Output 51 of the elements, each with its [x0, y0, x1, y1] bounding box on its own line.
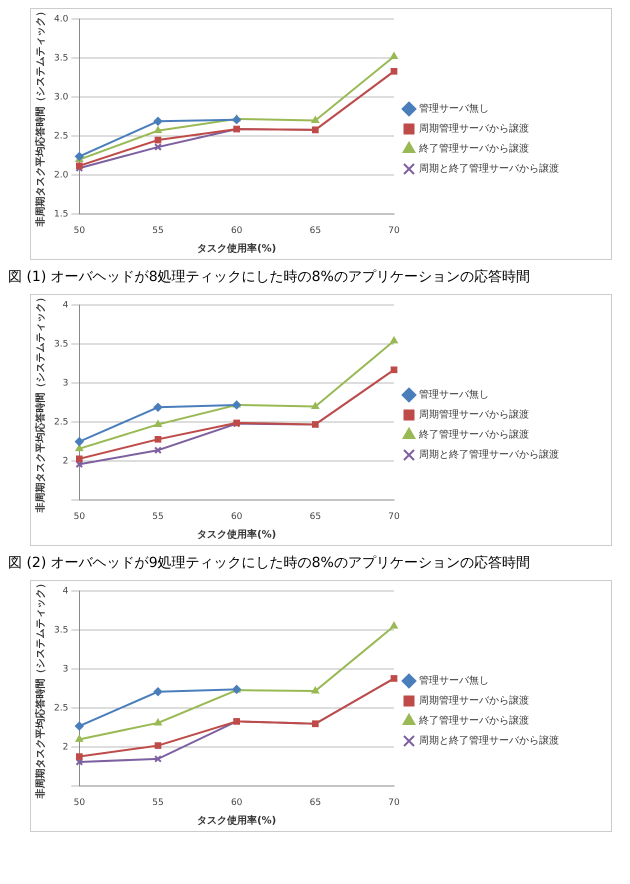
- legend-label: 周期と終了管理サーバから譲渡: [419, 162, 559, 175]
- x-tick-label: 60: [230, 798, 243, 808]
- x-tick-label: 70: [388, 226, 400, 236]
- legend-label: 周期管理サーバから譲渡: [419, 408, 529, 421]
- y-tick-label: 4.0: [54, 14, 69, 24]
- y-tick-label: 4: [62, 300, 69, 310]
- y-tick-label: 3.5: [54, 53, 68, 64]
- x-tick-label: 60: [230, 226, 243, 236]
- x-axis-title: タスク使用率(%): [197, 814, 276, 827]
- y-axis-title: 非周期タスク平均応答時間（システムティック）: [34, 292, 47, 514]
- y-tick-label: 2.5: [54, 131, 68, 142]
- y-axis-title: 非周期タスク平均応答時間（システムティック）: [34, 6, 47, 228]
- y-tick-label: 4: [62, 586, 69, 596]
- x-tick-label: 65: [310, 512, 322, 522]
- x-tick-label: 65: [310, 798, 322, 808]
- y-tick-label: 2: [62, 742, 68, 753]
- x-tick-label: 50: [74, 798, 86, 808]
- x-axis-title: タスク使用率(%): [197, 528, 276, 541]
- legend-label: 管理サーバ無し: [419, 388, 489, 401]
- legend-label: 周期と終了管理サーバから譲渡: [419, 448, 559, 461]
- y-tick-label: 2.5: [54, 703, 68, 714]
- x-axis-title: タスク使用率(%): [197, 242, 276, 255]
- x-tick-label: 55: [152, 226, 164, 236]
- x-tick-label: 60: [230, 512, 243, 522]
- text: 図 (1) オーバヘッドが8処理ティックにした時の8%のアプリケーションの応答時間: [8, 268, 531, 286]
- y-axis-title: 非周期タスク平均応答時間（システムティック）: [34, 578, 47, 800]
- x-tick-label: 50: [74, 512, 86, 522]
- x-tick-label: 70: [388, 798, 400, 808]
- legend-label: 終了管理サーバから譲渡: [418, 142, 529, 155]
- text: 図 (2) オーバヘッドが9処理ティックにした時の8%のアプリケーションの応答時間: [8, 554, 531, 572]
- legend-label: 周期と終了管理サーバから譲渡: [419, 734, 559, 747]
- legend-label: 終了管理サーバから譲渡: [418, 714, 529, 727]
- legend-label: 管理サーバ無し: [419, 102, 489, 115]
- y-tick-label: 3.5: [54, 625, 68, 636]
- y-tick-label: 3.0: [54, 92, 69, 102]
- legend-label: 周期管理サーバから譲渡: [419, 694, 529, 707]
- x-tick-label: 55: [152, 798, 164, 808]
- y-tick-label: 1.5: [54, 210, 68, 220]
- y-tick-label: 2.0: [54, 170, 69, 181]
- y-tick-label: 2.5: [54, 417, 68, 428]
- legend-label: 終了管理サーバから譲渡: [418, 428, 529, 441]
- legend-label: 管理サーバ無し: [419, 674, 489, 687]
- y-tick-label: 3: [62, 664, 68, 674]
- y-tick-label: 3.5: [54, 339, 68, 350]
- x-tick-label: 70: [388, 512, 400, 522]
- y-tick-label: 2: [62, 456, 68, 467]
- y-tick-label: 3: [62, 378, 68, 388]
- x-tick-label: 55: [152, 512, 164, 522]
- legend-label: 周期管理サーバから譲渡: [419, 122, 529, 135]
- x-tick-label: 65: [310, 226, 322, 236]
- x-tick-label: 50: [74, 226, 86, 236]
